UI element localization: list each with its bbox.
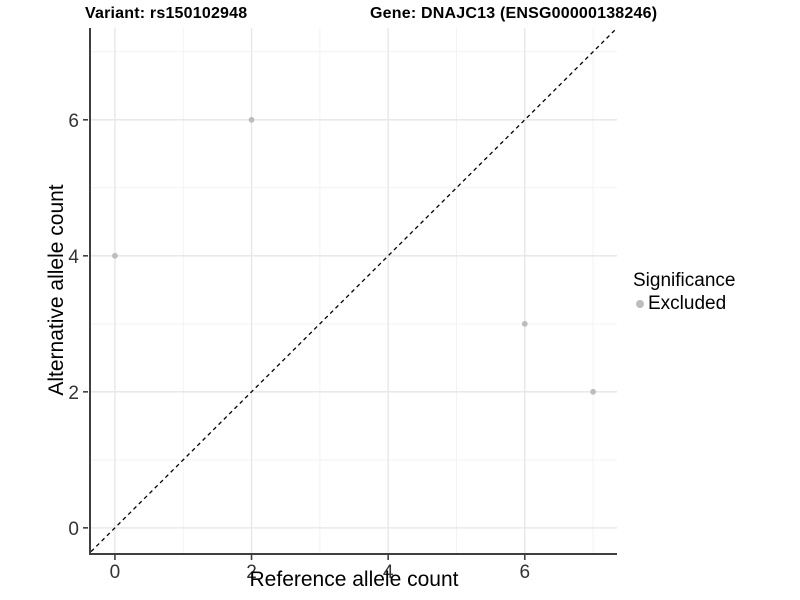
x-axis-title: Reference allele count bbox=[249, 568, 459, 591]
gene-title: Gene: DNAJC13 (ENSG00000138246) bbox=[370, 5, 658, 22]
x-tick-label: 6 bbox=[519, 562, 530, 583]
y-axis-title: Alternative allele count bbox=[45, 184, 68, 396]
variant-title: Variant: rs150102948 bbox=[85, 5, 248, 22]
data-point bbox=[590, 388, 596, 395]
legend-title: Significance bbox=[633, 270, 736, 291]
data-point bbox=[521, 320, 528, 327]
legend-item-label: Excluded bbox=[648, 293, 727, 314]
x-tick-label: 4 bbox=[383, 562, 394, 583]
data-point bbox=[112, 252, 118, 259]
excluded-point-icon bbox=[636, 300, 644, 308]
y-tick-label: 4 bbox=[68, 247, 79, 268]
y-tick-label: 0 bbox=[68, 519, 79, 540]
x-tick-label: 2 bbox=[246, 562, 257, 583]
legend-item-excluded: Excluded bbox=[633, 293, 735, 315]
legend: Significance Excluded bbox=[633, 271, 735, 315]
identity-dashed-line bbox=[90, 27, 618, 553]
x-tick-label: 0 bbox=[110, 562, 121, 583]
data-point bbox=[248, 116, 255, 123]
y-tick-label: 2 bbox=[68, 383, 79, 404]
y-tick-label: 6 bbox=[68, 111, 79, 132]
